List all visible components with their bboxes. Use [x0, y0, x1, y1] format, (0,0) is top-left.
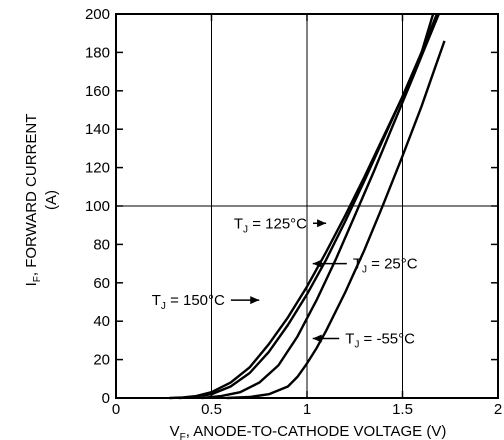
curve-t-j-25-c: [201, 13, 440, 400]
y-tick-label: 100: [85, 198, 110, 215]
tick-labels: 0 20 40 60 80 100 120 140 160 180 200 0 0.5 1 1.5 2: [85, 6, 502, 418]
y-tick-label: 0: [102, 390, 110, 407]
curve-t-j--55-c: [226, 40, 446, 400]
arrow-head: [312, 259, 322, 268]
series-label: TJ = 125°C: [234, 215, 307, 235]
y-tick-label: 60: [93, 275, 110, 292]
y-tick-label: 160: [85, 83, 110, 100]
y-tick-label: 40: [93, 313, 110, 330]
x-tick-label: 2: [494, 401, 502, 418]
y-tick-label: 200: [85, 6, 110, 23]
x-axis-label: VF, ANODE-TO-CATHODE VOLTAGE (V): [170, 423, 447, 440]
grid-lines: [116, 14, 498, 398]
x-tick-label: 1.5: [392, 401, 413, 418]
arrow-head: [250, 296, 260, 305]
x-tick-label: 0.5: [201, 401, 222, 418]
y-tick-label: 140: [85, 121, 110, 138]
arrow-head: [312, 334, 322, 343]
y-axis-unit-label: (A): [43, 190, 60, 210]
arrow-head: [317, 219, 327, 228]
x-tick-label: 1: [303, 401, 311, 418]
annotations: TJ = 125°C TJ = 150°C TJ = 25°C TJ = -55°C: [152, 215, 418, 350]
y-axis-label: IF, FORWARD CURRENT: [23, 114, 43, 287]
series-label: TJ = 25°C: [353, 256, 418, 276]
y-tick-label: 80: [93, 236, 110, 253]
curves: [169, 13, 446, 400]
y-tick-label: 20: [93, 352, 110, 369]
curve-t-j-125-c: [178, 13, 439, 400]
y-tick-label: 120: [85, 160, 110, 177]
x-tick-label: 0: [112, 401, 120, 418]
tick-marks: [115, 13, 499, 399]
y-tick-label: 180: [85, 44, 110, 61]
series-label: TJ = 150°C: [152, 292, 225, 312]
series-label: TJ = -55°C: [345, 330, 415, 350]
